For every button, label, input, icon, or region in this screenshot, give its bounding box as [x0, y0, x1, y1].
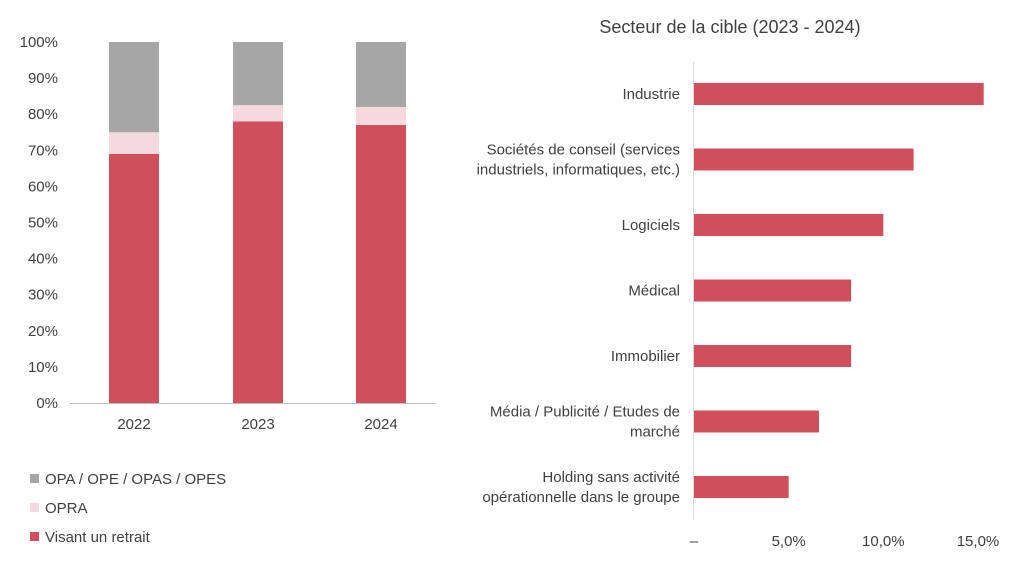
sector-bar — [694, 279, 852, 302]
sector-label: Médical — [628, 283, 680, 300]
sector-bar-chart: Secteur de la cible (2023 - 2024) Industr… — [477, 17, 1000, 550]
bar-segment — [233, 42, 283, 106]
y-tick-label: 60% — [28, 178, 58, 195]
sector-label: Média / Publicité / Etudes de — [490, 404, 680, 421]
stacked-bar-chart: 0% 10% 20% 30% 40% 50% 60% 70% 80% 90% 100% 2022 202… — [20, 34, 436, 433]
x-tick-label: – — [690, 533, 699, 550]
bar-segment — [109, 153, 159, 403]
bar-segment — [233, 105, 283, 122]
legend-label: OPRA — [45, 500, 88, 517]
sector-label: Logiciels — [622, 217, 680, 234]
y-tick-label: 10% — [28, 359, 58, 376]
legend-swatch — [30, 474, 39, 483]
sector-label: marché — [630, 424, 680, 441]
sector-bar — [694, 83, 984, 105]
x-category-label: 2023 — [241, 416, 274, 433]
y-tick-label: 0% — [36, 395, 58, 412]
legend-label: Visant un retrait — [45, 529, 151, 546]
x-tick-label: 10,0% — [862, 533, 905, 550]
sector-bar — [694, 214, 884, 236]
y-tick-label: 30% — [28, 287, 58, 304]
bar-segment — [109, 42, 159, 133]
bar-segment — [233, 121, 283, 404]
legend-swatch — [30, 503, 39, 512]
bar-segment — [356, 125, 406, 403]
bar-segment — [356, 106, 406, 126]
bar-segment — [109, 132, 159, 154]
bar-segment — [356, 42, 406, 107]
y-tick-label: 80% — [28, 106, 58, 123]
y-tick-label: 100% — [20, 34, 58, 51]
sector-bar — [694, 476, 789, 498]
sector-bar — [694, 148, 914, 171]
y-tick-label: 90% — [28, 70, 58, 87]
sector-label: Holding sans activité — [542, 469, 680, 486]
x-tick-label: 15,0% — [957, 533, 1000, 550]
sector-label: opérationnelle dans le groupe — [482, 489, 680, 506]
sector-bar — [694, 410, 819, 433]
x-category-label: 2022 — [117, 416, 150, 433]
y-tick-label: 50% — [28, 215, 58, 232]
y-tick-label: 40% — [28, 251, 58, 268]
sector-label: industriels, informatiques, etc.) — [477, 162, 680, 179]
sector-label: Sociétés de conseil (services — [487, 142, 680, 159]
chart-title: Secteur de la cible (2023 - 2024) — [599, 17, 860, 37]
legend-swatch — [30, 532, 39, 541]
sector-label: Industrie — [622, 86, 680, 103]
x-tick-label: 5,0% — [772, 533, 806, 550]
y-tick-label: 20% — [28, 323, 58, 340]
legend-label: OPA / OPE / OPAS / OPES — [45, 471, 226, 488]
sector-bar — [694, 345, 852, 367]
sector-label: Immobilier — [611, 348, 680, 365]
stacked-bar-legend: OPA / OPE / OPAS / OPES OPRA Visant un ret… — [30, 471, 226, 546]
y-tick-label: 70% — [28, 142, 58, 159]
x-category-label: 2024 — [364, 416, 397, 433]
